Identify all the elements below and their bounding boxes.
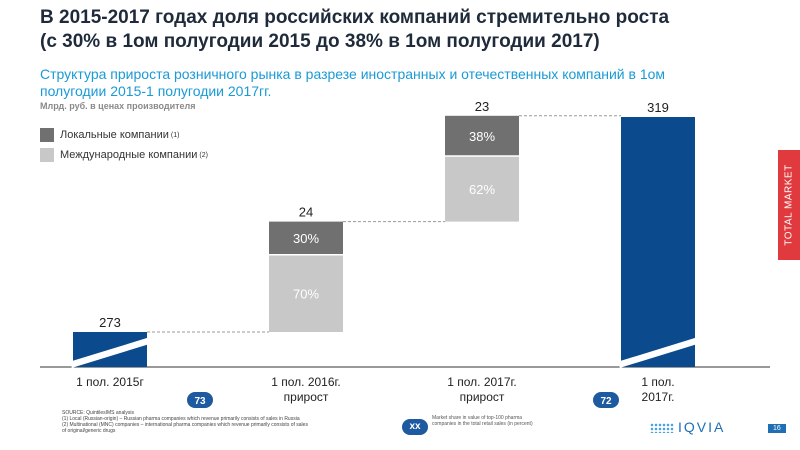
category-label-2-0: 1 пол. 2017г.: [447, 375, 517, 389]
legend-label-local: Локальные компании: [60, 129, 169, 141]
share-badge-label-1: 72: [600, 396, 612, 407]
category-label-0-0: 1 пол. 2015г: [76, 375, 144, 389]
legend-swatch-international: [40, 148, 54, 162]
footnote-1: (1) Local (Russian-origin) – Russian pha…: [62, 416, 300, 422]
share-badge-0: [187, 392, 213, 408]
share-badge-1: [593, 392, 619, 408]
footnote-3: of original/generic drugs: [62, 428, 116, 434]
badge-legend-note: Market share in value of top-100 pharma …: [432, 415, 533, 427]
legend-item-international: Международные компании (2): [40, 148, 208, 162]
total-value-label-0: 273: [99, 315, 121, 330]
subtitle-line-2: полугодии 2015-1 полугодии 2017гг.: [40, 83, 272, 99]
increment-value-label-1: 24: [299, 205, 313, 220]
axis-break-line-0: [70, 337, 150, 363]
logo-dots-icon: [650, 423, 674, 434]
axis-break-line-3: [618, 337, 698, 363]
axis-break-gap-0: [70, 338, 150, 368]
category-label-3-0: 1 пол.: [641, 375, 674, 389]
segment-label-local-2: 38%: [469, 129, 495, 144]
footnote-2: (2) Multinational (MNC) companies – inte…: [62, 422, 308, 428]
category-label-2-1: прирост: [460, 390, 505, 404]
increment-value-label-2: 23: [475, 99, 489, 114]
page-number: 16: [768, 424, 786, 433]
bar-increment-international-1: [269, 254, 343, 332]
total-value-label-3: 319: [647, 100, 669, 115]
share-badge-label-0: 73: [194, 396, 206, 407]
category-label-1-1: прирост: [284, 390, 329, 404]
legend-label-international: Международные компании: [60, 149, 198, 161]
axis-break-gap-3: [618, 338, 698, 368]
category-label-3-1: 2017г.: [642, 390, 675, 404]
source-notes: SOURCE: QuintilesIMS analysis (1) Local …: [62, 410, 362, 434]
unit-label: Млрд. руб. в ценах производителя: [40, 101, 196, 111]
segment-label-local-1: 30%: [293, 231, 319, 246]
bar-increment-local-1: [269, 221, 343, 255]
badge-legend-xx: xx: [402, 419, 428, 435]
subtitle-line-1: Структура прироста розничного рынка в ра…: [40, 66, 666, 82]
title-line-1: В 2015-2017 годах доля российских компан…: [40, 7, 670, 28]
title-line-2: (с 30% в 1ом полугодии 2015 до 38% в 1ом…: [40, 31, 600, 52]
iqvia-logo: IQVIA: [650, 419, 725, 435]
source-text: SOURCE: QuintilesIMS analysis: [62, 410, 134, 416]
page-title: В 2015-2017 годах доля российских компан…: [40, 6, 740, 54]
category-label-1-0: 1 пол. 2016г.: [271, 375, 341, 389]
chart-subtitle: Структура прироста розничного рынка в ра…: [40, 66, 760, 100]
bar-total-3: [621, 117, 695, 367]
legend-item-local: Локальные компании (1): [40, 128, 179, 142]
legend-footnote-international: (2): [199, 151, 208, 159]
logo-text: IQVIA: [678, 419, 726, 435]
total-market-tab: TOTAL MARKET: [778, 150, 800, 260]
legend-footnote-local: (1): [170, 131, 180, 139]
bar-increment-international-2: [445, 156, 519, 222]
legend-swatch-local: [40, 128, 54, 142]
segment-label-international-1: 70%: [293, 286, 319, 301]
segment-label-international-2: 62%: [469, 182, 495, 197]
bar-increment-local-2: [445, 115, 519, 157]
